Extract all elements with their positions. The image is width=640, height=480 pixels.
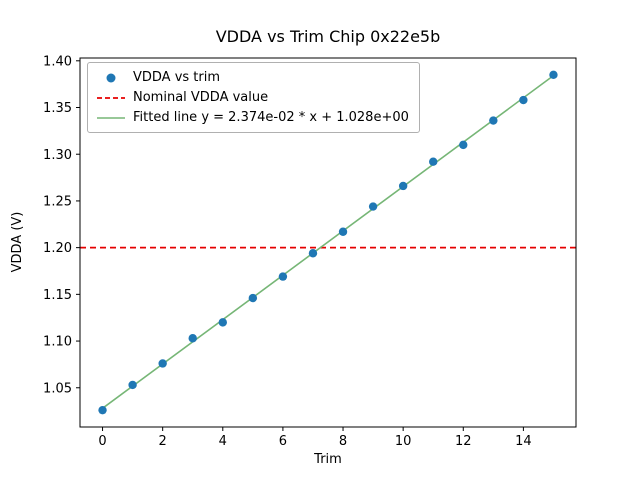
x-tick-label: 2 (159, 434, 167, 449)
fitted-line (102, 75, 554, 409)
scatter-point (188, 334, 197, 343)
x-tick-label: 10 (395, 434, 412, 449)
solid-line-icon (96, 111, 126, 125)
legend-entry-fit: Fitted line y = 2.374e-02 * x + 1.028e+0… (96, 110, 409, 125)
x-tick-label: 14 (515, 434, 532, 449)
y-tick-label: 1.35 (43, 101, 72, 116)
y-tick-label: 1.40 (43, 54, 72, 69)
y-tick-label: 1.25 (43, 194, 72, 209)
legend-entry-scatter: VDDA vs trim (96, 70, 409, 85)
scatter-point (519, 95, 528, 105)
scatter-point (338, 227, 348, 236)
scatter-point (489, 116, 498, 125)
scatter-point (308, 249, 318, 258)
y-tick-label: 1.20 (43, 241, 72, 256)
x-axis-label: Trim (313, 452, 342, 467)
scatter-point (218, 318, 227, 327)
chart-title: VDDA vs Trim Chip 0x22e5b (216, 27, 441, 46)
plot-frame (79, 57, 577, 428)
y-tick-label: 1.10 (43, 335, 72, 350)
y-axis-label: VDDA (V) (10, 212, 25, 273)
scatter-point (429, 157, 438, 166)
scatter-point (248, 293, 258, 303)
y-tick-label: 1.15 (43, 288, 72, 303)
scatter-point (549, 70, 558, 80)
legend-entry-nominal: Nominal VDDA value (96, 90, 409, 105)
legend-label-fit: Fitted line y = 2.374e-02 * x + 1.028e+0… (133, 110, 409, 125)
scatter-point (98, 405, 107, 415)
x-tick-label: 12 (455, 434, 472, 449)
x-tick-label: 0 (98, 434, 106, 449)
scatter-point (128, 380, 137, 390)
scatter-point (459, 140, 468, 150)
scatter-point (398, 181, 408, 191)
scatter-marker-icon (96, 71, 126, 85)
legend: VDDA vs trim Nominal VDDA value Fitted l… (87, 62, 420, 133)
legend-label-nominal: Nominal VDDA value (133, 90, 269, 105)
legend-label-scatter: VDDA vs trim (133, 70, 221, 85)
y-tick-label: 1.05 (43, 381, 72, 396)
x-tick-label: 6 (279, 434, 287, 449)
x-tick-label: 4 (219, 434, 227, 449)
y-tick-label: 1.30 (43, 148, 72, 163)
scatter-point (368, 202, 378, 211)
scatter-point (278, 272, 288, 281)
scatter-point (158, 359, 167, 368)
dashed-line-icon (96, 91, 126, 105)
x-tick-label: 8 (339, 434, 347, 449)
